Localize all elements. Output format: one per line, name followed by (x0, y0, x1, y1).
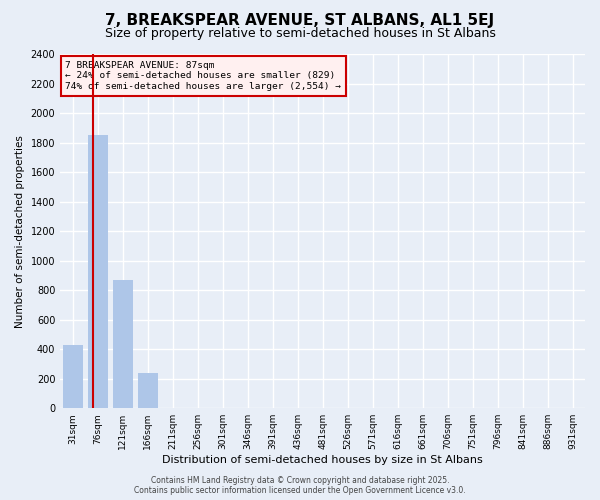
X-axis label: Distribution of semi-detached houses by size in St Albans: Distribution of semi-detached houses by … (162, 455, 483, 465)
Y-axis label: Number of semi-detached properties: Number of semi-detached properties (15, 134, 25, 328)
Text: Contains HM Land Registry data © Crown copyright and database right 2025.
Contai: Contains HM Land Registry data © Crown c… (134, 476, 466, 495)
Bar (88, 135, 107, 408)
Text: Size of property relative to semi-detached houses in St Albans: Size of property relative to semi-detach… (104, 28, 496, 40)
Bar (62, 344, 83, 408)
Bar (137, 373, 158, 408)
Text: 7, BREAKSPEAR AVENUE, ST ALBANS, AL1 5EJ: 7, BREAKSPEAR AVENUE, ST ALBANS, AL1 5EJ (106, 12, 494, 28)
Text: 7 BREAKSPEAR AVENUE: 87sqm
← 24% of semi-detached houses are smaller (829)
74% o: 7 BREAKSPEAR AVENUE: 87sqm ← 24% of semi… (65, 61, 341, 91)
Bar (113, 280, 133, 408)
